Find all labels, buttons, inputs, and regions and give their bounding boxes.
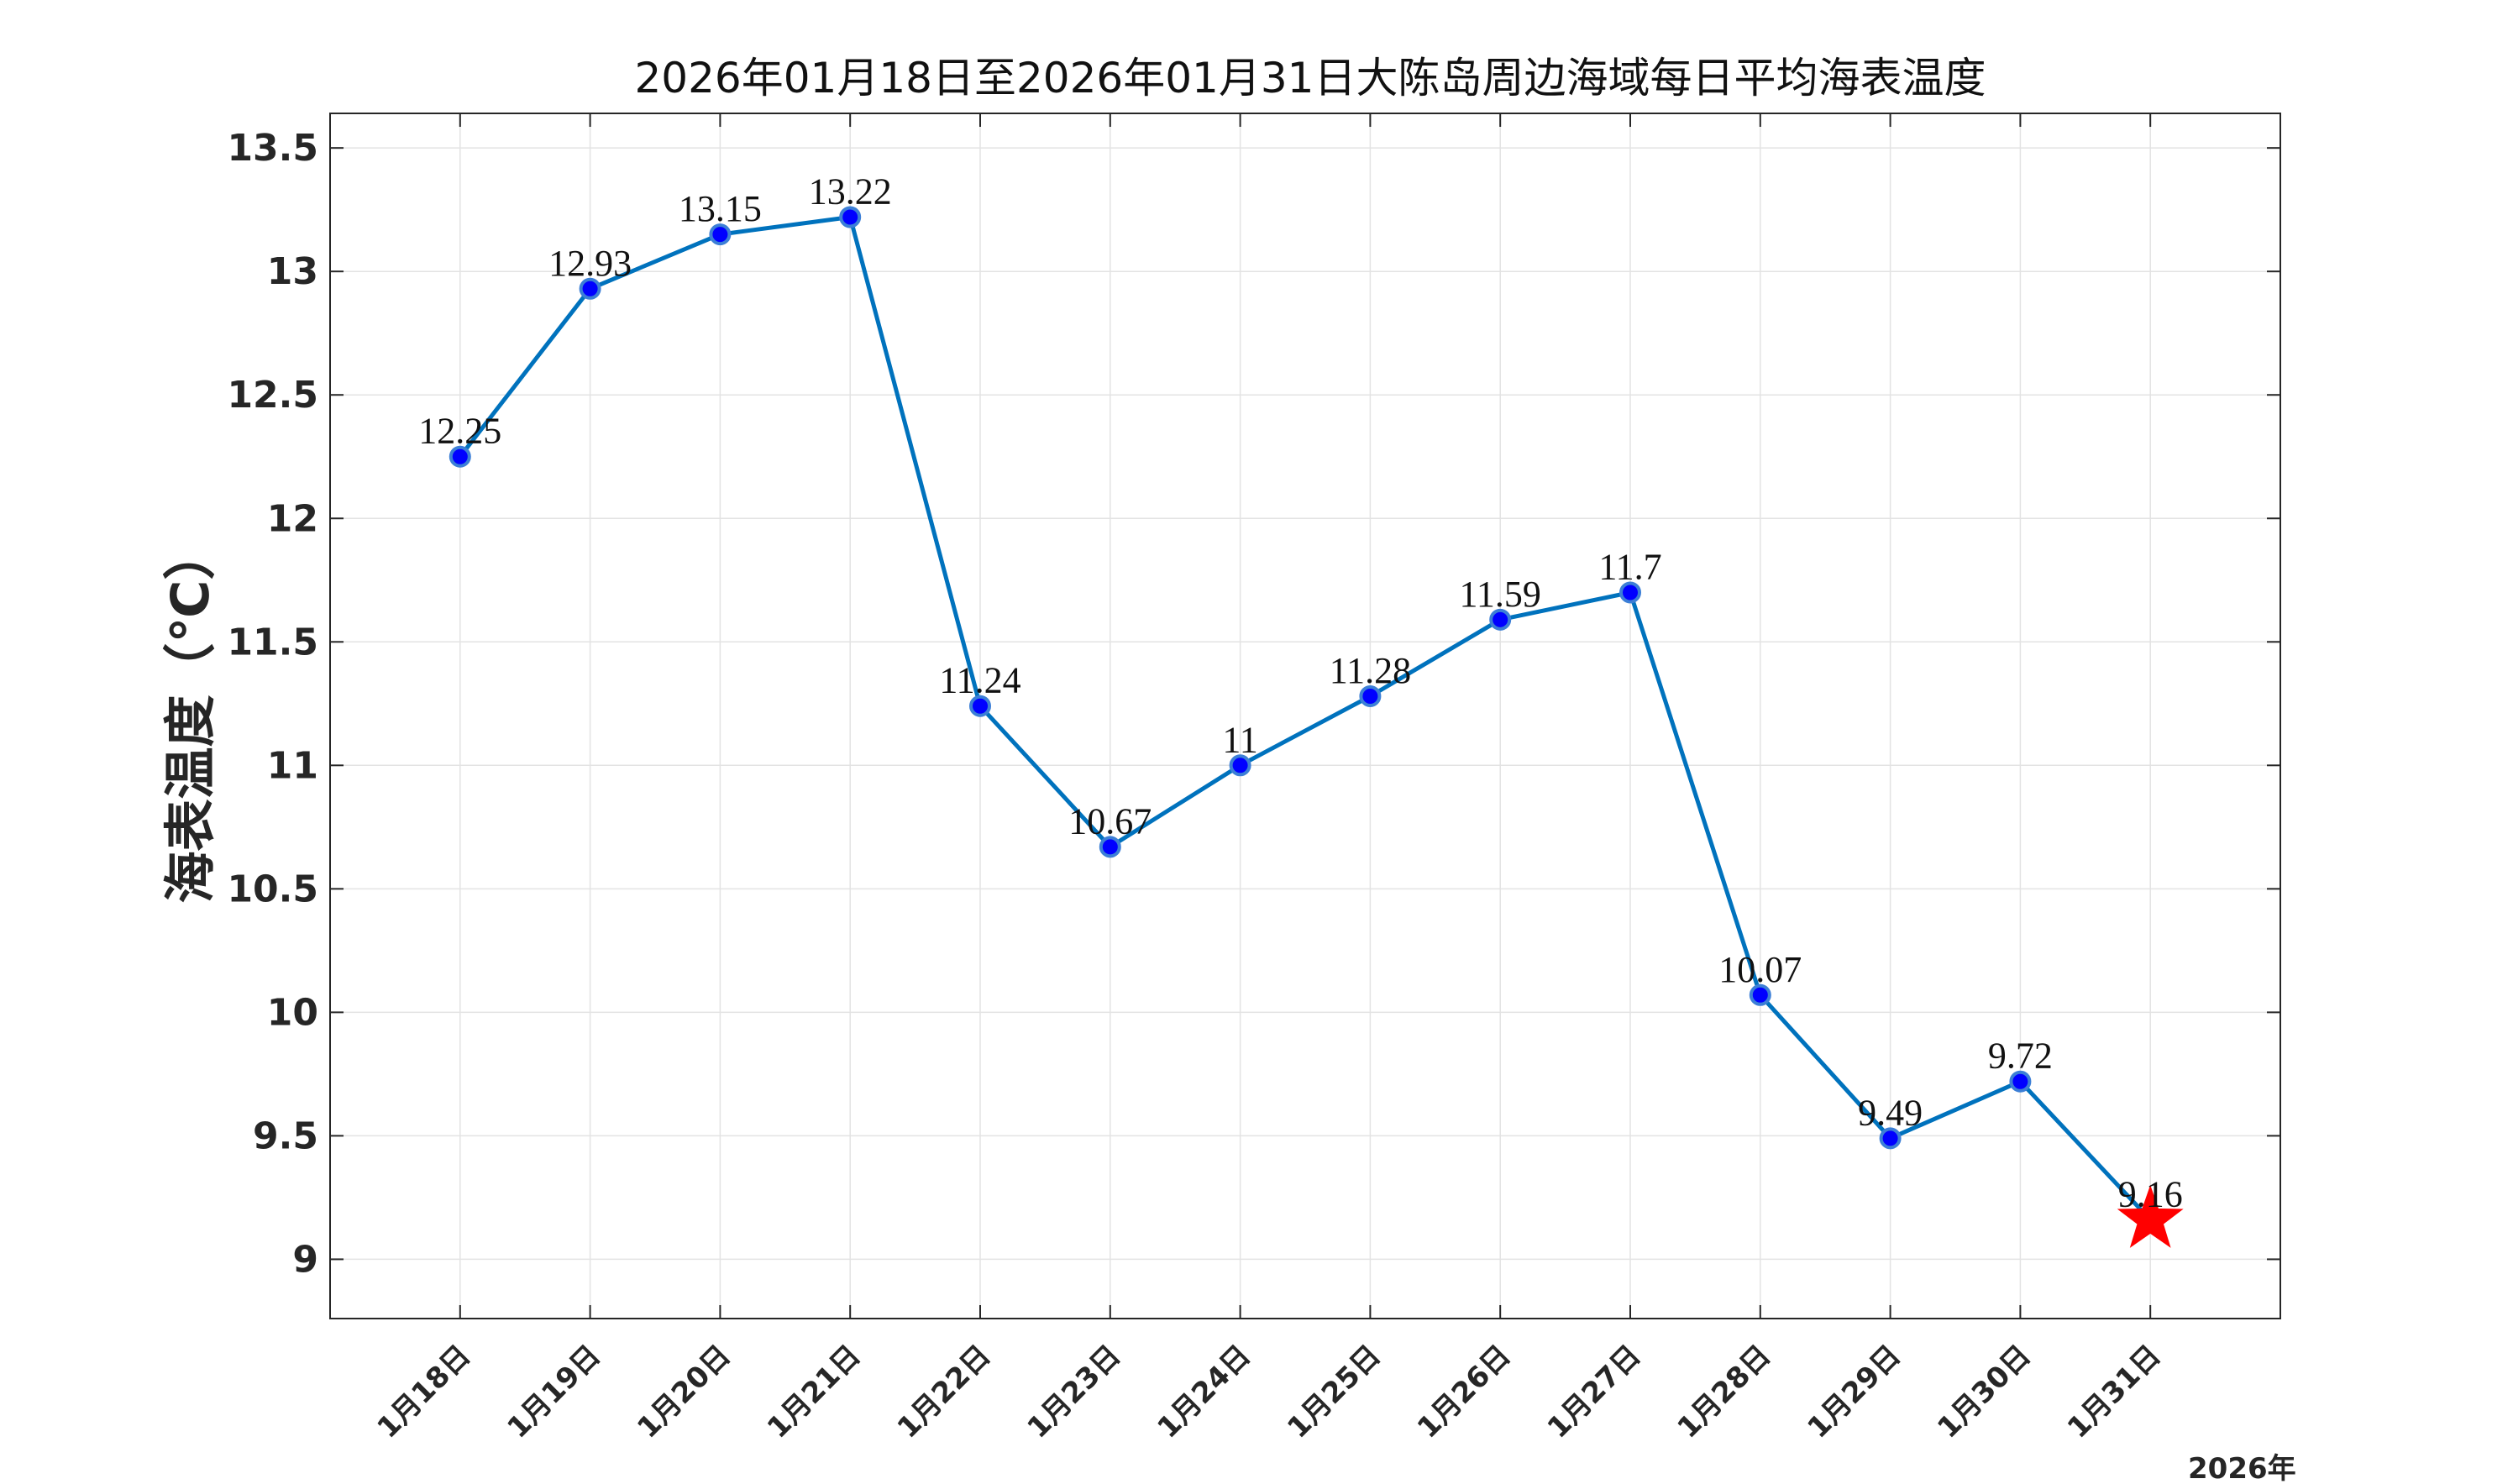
data-point [709,223,732,246]
y-axis-label: 海表温度（℃） [160,527,221,903]
grid [330,113,2280,1319]
y-tick-label: 11.5 [227,621,318,663]
y-tick-label: 11 [267,744,318,787]
x-tick-label: 1月24日 [1151,1339,1257,1445]
x-tick-label: 1月18日 [371,1339,478,1445]
y-tick-label: 10.5 [227,868,318,910]
data-point [2009,1070,2032,1093]
data-label: 11.7 [1598,546,1661,587]
x-tick-label: 1月22日 [891,1339,998,1445]
data-point [1359,684,1382,707]
data-label: 9.72 [1988,1036,2053,1077]
data-label: 9.49 [1858,1092,1923,1133]
data-point [1229,754,1251,777]
data-point [1749,983,1771,1006]
highlight-star-marker [2117,1184,2184,1248]
series [449,206,2184,1248]
x-tick-label: 1月19日 [501,1339,607,1445]
data-labels: 12.25 12.93 13.15 13.22 11.24 10.67 11 11.28 11.… [418,171,2182,1215]
x-tick-label: 1月27日 [1541,1339,1648,1445]
x-tick-label: 1月28日 [1671,1339,1778,1445]
x-axis-year-label: 2026年 [2188,1452,2296,1484]
data-label: 10.67 [1068,800,1152,842]
y-tick-label: 13 [267,250,318,293]
x-tick-label: 1月31日 [2061,1339,2168,1445]
x-tick-label: 1月21日 [761,1339,868,1445]
x-tick-label: 1月30日 [1931,1339,2038,1445]
data-label: 11.59 [1460,574,1541,615]
data-label: 11.24 [939,660,1020,701]
x-tick-label: 1月29日 [1801,1339,1907,1445]
x-tick-label: 1月26日 [1411,1339,1518,1445]
data-point [579,277,601,300]
y-tick-label: 9.5 [253,1114,318,1157]
data-label: 12.25 [418,411,501,452]
x-axis: 1月18日 1月19日 1月20日 1月21日 1月22日 1月23日 1月24日 1月25日… [371,113,2168,1445]
series-line [458,215,2153,1222]
data-label: 12.93 [548,243,632,284]
data-point [1879,1127,1902,1150]
data-point [449,445,471,468]
data-point [969,695,991,717]
x-tick-label: 1月23日 [1021,1339,1128,1445]
data-label: 13.15 [679,188,762,229]
y-tick-label: 13.5 [227,127,318,170]
data-label: 13.22 [809,171,892,212]
y-tick-label: 10 [267,991,318,1034]
data-point [1099,836,1121,858]
x-tick-label: 1月20日 [631,1339,737,1445]
y-tick-label: 12.5 [227,374,318,417]
data-label: 11.28 [1330,650,1411,691]
y-tick-label: 12 [267,497,318,540]
y-tick-label: 9 [292,1238,318,1281]
data-point [1489,608,1512,631]
data-label: 9.16 [2118,1173,2183,1214]
data-point [1619,581,1641,604]
y-axis: 9 9.5 10 10.5 11 11.5 12 12.5 13 13.5 [227,127,2280,1281]
data-point [839,206,862,228]
plot-area-frame [329,113,2281,1319]
x-tick-label: 1月25日 [1281,1339,1388,1445]
data-label: 10.07 [1718,949,1802,990]
data-label: 11 [1222,719,1257,760]
chart-title: 2026年01月18日至2026年01月31日大陈岛周边海域每日平均海表温度 [635,54,1986,102]
